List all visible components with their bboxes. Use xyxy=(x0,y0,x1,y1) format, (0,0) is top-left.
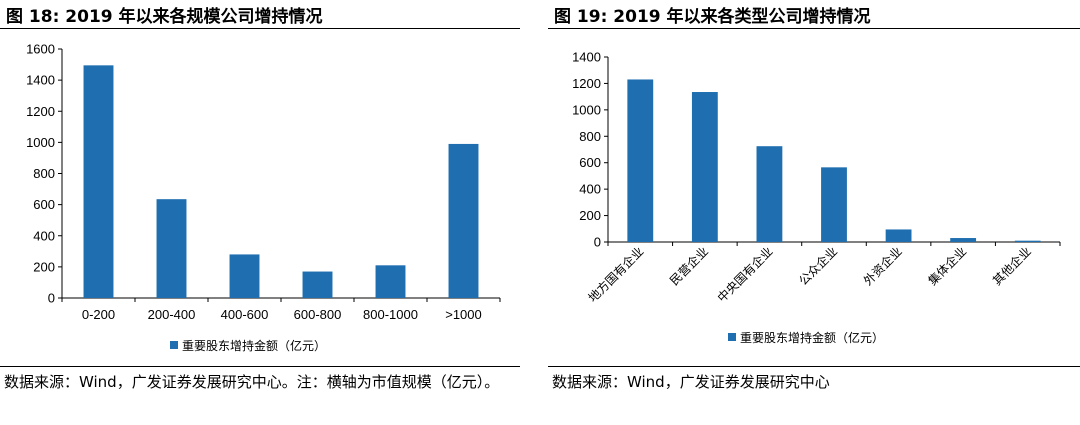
legend-swatch xyxy=(170,341,178,349)
y-tick-label: 1200 xyxy=(572,76,601,91)
bar xyxy=(627,79,654,242)
bar xyxy=(821,167,847,242)
size-bar-chart: 0 200 400 600 800 1000 1200 1400 1600 0-200 200-40… xyxy=(26,42,501,353)
x-tick-label: 800-1000 xyxy=(363,307,418,322)
title-rule xyxy=(0,28,520,29)
bar xyxy=(302,271,333,298)
figure-18-title: 图 18: 2019 年以来各规模公司增持情况 xyxy=(6,7,323,27)
y-tick-label: 1400 xyxy=(26,73,55,88)
x-tick-label: 200-400 xyxy=(148,307,196,322)
bar xyxy=(156,199,187,298)
type-bar-chart: 0 200 400 600 800 1000 1200 1400 地方国有企业 民营企业 中央国有企… xyxy=(572,50,1061,345)
x-tick-label: 400-600 xyxy=(221,307,269,322)
y-tick-label: 1400 xyxy=(572,50,601,65)
x-tick-label: 中央国有企业 xyxy=(714,244,776,306)
y-tick-label: 800 xyxy=(33,166,55,181)
y-tick-label: 400 xyxy=(579,182,601,197)
legend-label: 重要股东增持金额（亿元） xyxy=(740,330,884,345)
x-tick-label: >1000 xyxy=(445,307,482,322)
y-tick-label: 200 xyxy=(579,208,601,223)
source-rule xyxy=(0,366,520,367)
x-tick-label: 外资企业 xyxy=(860,244,905,289)
y-tick-label: 200 xyxy=(33,259,55,274)
source-note: 数据来源：Wind，广发证券发展研究中心。注：横轴为市值规模（亿元）。 xyxy=(4,373,500,391)
legend-label: 重要股东增持金额（亿元） xyxy=(182,338,326,353)
legend: 重要股东增持金额（亿元） xyxy=(728,330,884,345)
bar xyxy=(756,146,783,242)
bar xyxy=(229,254,260,298)
y-tick-label: 1000 xyxy=(26,135,55,150)
x-tick-label: 公众企业 xyxy=(796,244,841,289)
bar xyxy=(950,238,977,242)
bar xyxy=(375,265,406,298)
title-rule xyxy=(548,28,1080,29)
y-tick-label: 400 xyxy=(33,228,55,243)
bar xyxy=(1014,240,1041,242)
x-tick-label: 集体企业 xyxy=(925,244,970,289)
source-note: 数据来源：Wind，广发证券发展研究中心 xyxy=(552,373,830,391)
bar xyxy=(691,92,718,242)
bar xyxy=(83,65,114,298)
x-tick-label: 600-800 xyxy=(294,307,342,322)
y-tick-label: 600 xyxy=(579,155,601,170)
x-tick-label: 地方国有企业 xyxy=(585,244,647,306)
y-tick-label: 1000 xyxy=(572,102,601,117)
source-rule xyxy=(548,366,1080,367)
x-tick-label: 民营企业 xyxy=(666,244,711,289)
y-tick-label: 0 xyxy=(594,235,601,250)
legend-swatch xyxy=(728,333,736,341)
y-tick-label: 1600 xyxy=(26,42,55,57)
y-tick-label: 800 xyxy=(579,129,601,144)
legend: 重要股东增持金额（亿元） xyxy=(170,338,326,353)
bar xyxy=(448,143,479,298)
bar xyxy=(885,229,912,242)
figure-19-title: 图 19: 2019 年以来各类型公司增持情况 xyxy=(554,7,871,27)
y-tick-label: 0 xyxy=(48,291,55,306)
x-tick-label: 其他企业 xyxy=(989,244,1034,289)
y-tick-label: 1200 xyxy=(26,104,55,119)
x-tick-label: 0-200 xyxy=(82,307,115,322)
y-tick-label: 600 xyxy=(33,197,55,212)
